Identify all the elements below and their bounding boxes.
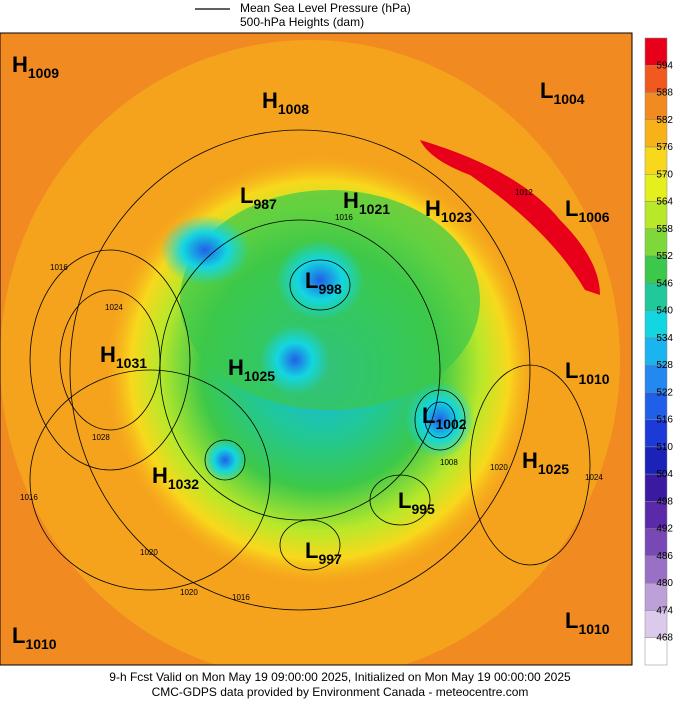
colorbar-swatch [644, 637, 668, 666]
fill-legend: 500-hPa Heights (dam) [240, 15, 364, 29]
pressure-center: H1009 [12, 52, 59, 81]
contour-label: 1016 [232, 593, 250, 602]
colorbar-label: 522 [656, 387, 673, 398]
pressure-center: L1010 [12, 623, 57, 652]
contour-label: 1016 [335, 213, 353, 222]
colorbar-label: 492 [656, 524, 673, 535]
colorbar-label: 504 [656, 469, 673, 480]
contour-label: 1028 [92, 433, 110, 442]
pressure-center: L997 [305, 538, 342, 567]
colorbar-label: 594 [656, 60, 673, 71]
footer-line: CMC-GDPS data provided by Environment Ca… [152, 685, 529, 699]
pressure-center: H1008 [262, 88, 309, 117]
colorbar-label: 486 [656, 551, 673, 562]
contour-label: 1024 [105, 303, 123, 312]
footer-line: 9-h Fcst Valid on Mon May 19 09:00:00 20… [109, 670, 571, 684]
colorbar-label: 540 [656, 306, 673, 317]
colorbar-label: 510 [656, 442, 673, 453]
pressure-center: H1023 [425, 196, 472, 225]
colorbar-label: 570 [656, 169, 673, 180]
contour-label: 1020 [140, 548, 158, 557]
colorbar-label: 546 [656, 278, 673, 289]
colorbar-label: 582 [656, 115, 673, 126]
pressure-center: L1006 [565, 196, 610, 225]
map-frame [0, 32, 633, 666]
colorbar-label: 480 [656, 578, 673, 589]
pressure-center: H1025 [522, 448, 569, 477]
pressure-center: H1021 [343, 188, 390, 217]
pressure-center: H1025 [228, 355, 275, 384]
pressure-center: L1010 [565, 608, 610, 637]
pressure-center: L1010 [565, 358, 610, 387]
colorbar-label: 588 [656, 88, 673, 99]
pressure-center: L987 [240, 183, 277, 212]
colorbar-label: 552 [656, 251, 673, 262]
colorbar-label: 498 [656, 496, 673, 507]
pressure-center: L995 [398, 488, 435, 517]
colorbar-label: 474 [656, 605, 673, 616]
contour-label: 1020 [180, 588, 198, 597]
colorbar-label: 558 [656, 224, 673, 235]
colorbar-label: 576 [656, 142, 673, 153]
contour-label: 1024 [585, 473, 603, 482]
map [0, 33, 632, 665]
colorbar-label: 564 [656, 197, 673, 208]
pressure-center: L1004 [540, 78, 585, 107]
colorbar-label: 534 [656, 333, 673, 344]
colorbar-label: 516 [656, 415, 673, 426]
colorbar-label: 468 [656, 633, 673, 644]
line-legend: Mean Sea Level Pressure (hPa) [240, 1, 411, 15]
pressure-center: H1032 [152, 463, 199, 492]
pressure-center: H1031 [100, 342, 147, 371]
contour-label: 1016 [20, 493, 38, 502]
contour-label: 1012 [515, 188, 533, 197]
pressure-center: L1002 [422, 403, 467, 432]
contour-label: 1020 [490, 463, 508, 472]
contour-label: 1016 [50, 263, 68, 272]
contour-label: 1008 [440, 458, 458, 467]
pressure-center: L998 [305, 268, 342, 297]
colorbar-label: 528 [656, 360, 673, 371]
